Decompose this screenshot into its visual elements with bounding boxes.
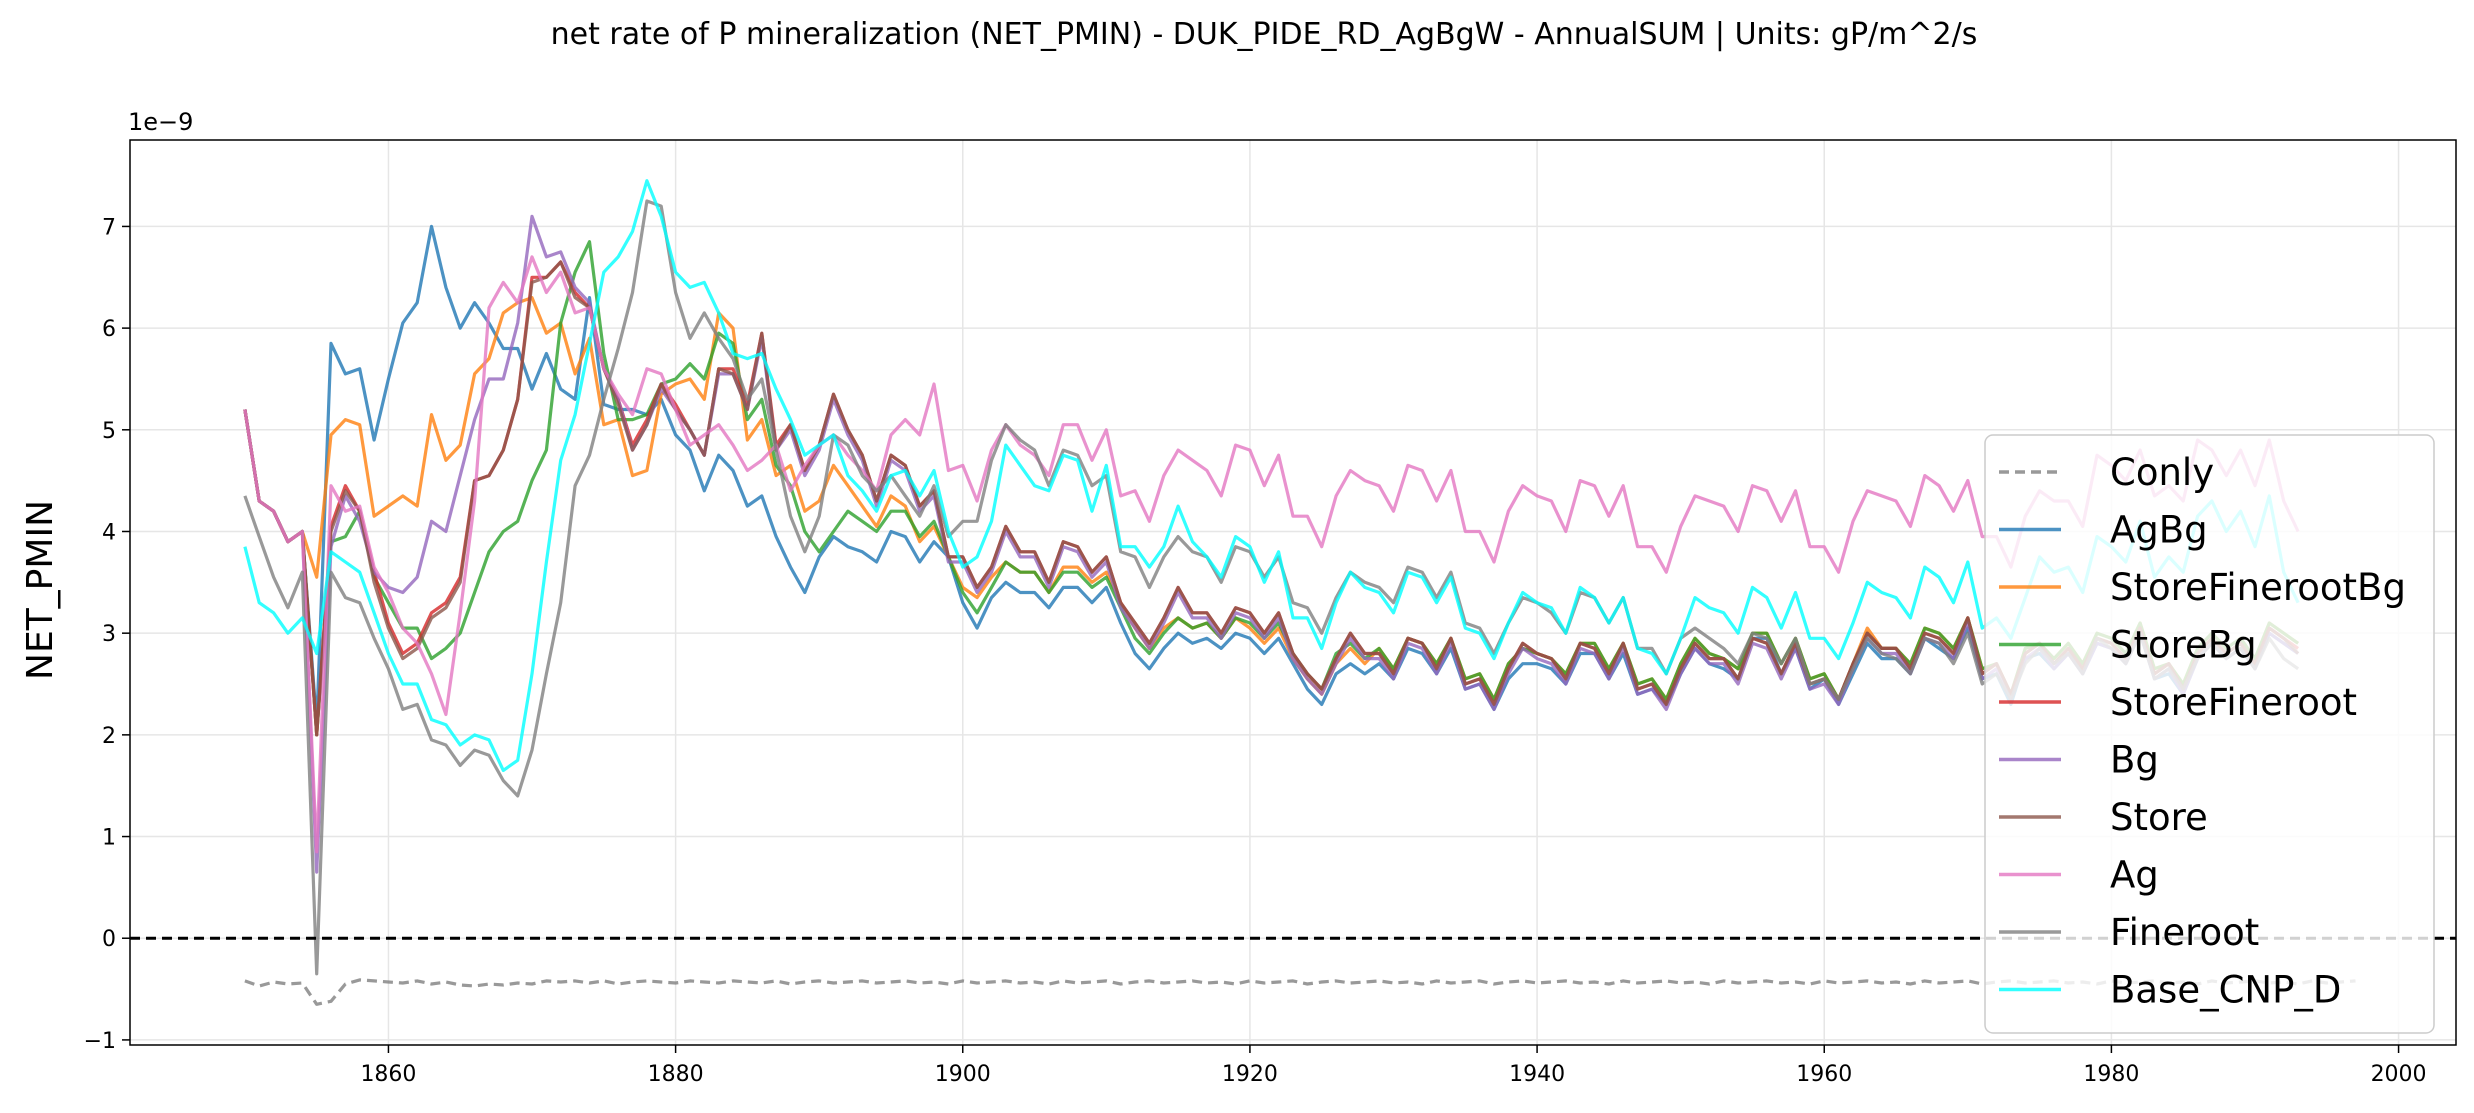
legend-label-storefinerootbg: StoreFinerootBg: [2110, 566, 2406, 609]
x-tick-label: 1940: [1509, 1062, 1565, 1087]
y-tick-label: −1: [84, 1029, 116, 1054]
x-tick-label: 1980: [2083, 1062, 2139, 1087]
series-line-bg: [243, 214, 2300, 874]
legend-label-conly: Conly: [2110, 451, 2214, 494]
y-axis-label: NET_PMIN: [20, 500, 61, 680]
legend-label-fineroot: Fineroot: [2110, 911, 2259, 954]
ticks-layer: 1860 1880 1900 1920 1940 1960 1980 2000 −1 0 1 2 3 4 5…: [84, 215, 2427, 1087]
series-line-base-cnp-d: [243, 179, 2300, 773]
plot-frame: [129, 139, 2457, 1046]
y-tick-label: 7: [102, 215, 116, 240]
legend-label-store: Store: [2110, 796, 2208, 839]
y-tick-label: 4: [102, 520, 116, 545]
legend-label-agbg: AgBg: [2110, 509, 2208, 552]
series-layer: [243, 179, 2356, 1006]
y-tick-label: 6: [102, 317, 116, 342]
x-tick-label: 1860: [360, 1062, 416, 1087]
legend-box: [1984, 434, 2435, 1034]
y-tick-label: 5: [102, 419, 116, 444]
legend: ConlyAgBgStoreFinerootBgStoreBgStoreFine…: [1984, 434, 2435, 1034]
y-axis-multiplier: 1e−9: [128, 108, 193, 136]
x-tick-label: 2000: [2371, 1062, 2427, 1087]
series-line-store: [243, 260, 2300, 737]
y-tick-label: 2: [102, 724, 116, 749]
legend-label-base-cnp-d: Base_CNP_D: [2110, 969, 2341, 1012]
x-tick-label: 1960: [1796, 1062, 1852, 1087]
y-tick-label: 3: [102, 622, 116, 647]
series-line-ag: [243, 255, 2300, 854]
legend-label-ag: Ag: [2110, 854, 2159, 897]
y-tick-label: 0: [102, 927, 116, 952]
x-tick-label: 1920: [1222, 1062, 1278, 1087]
x-tick-label: 1900: [935, 1062, 991, 1087]
chart-title: net rate of P mineralization (NET_PMIN) …: [551, 17, 1978, 52]
x-tick-label: 1880: [648, 1062, 704, 1087]
legend-label-storebg: StoreBg: [2110, 624, 2257, 667]
legend-label-storefineroot: StoreFineroot: [2110, 681, 2357, 724]
legend-label-bg: Bg: [2110, 739, 2159, 782]
y-tick-label: 1: [102, 826, 116, 851]
